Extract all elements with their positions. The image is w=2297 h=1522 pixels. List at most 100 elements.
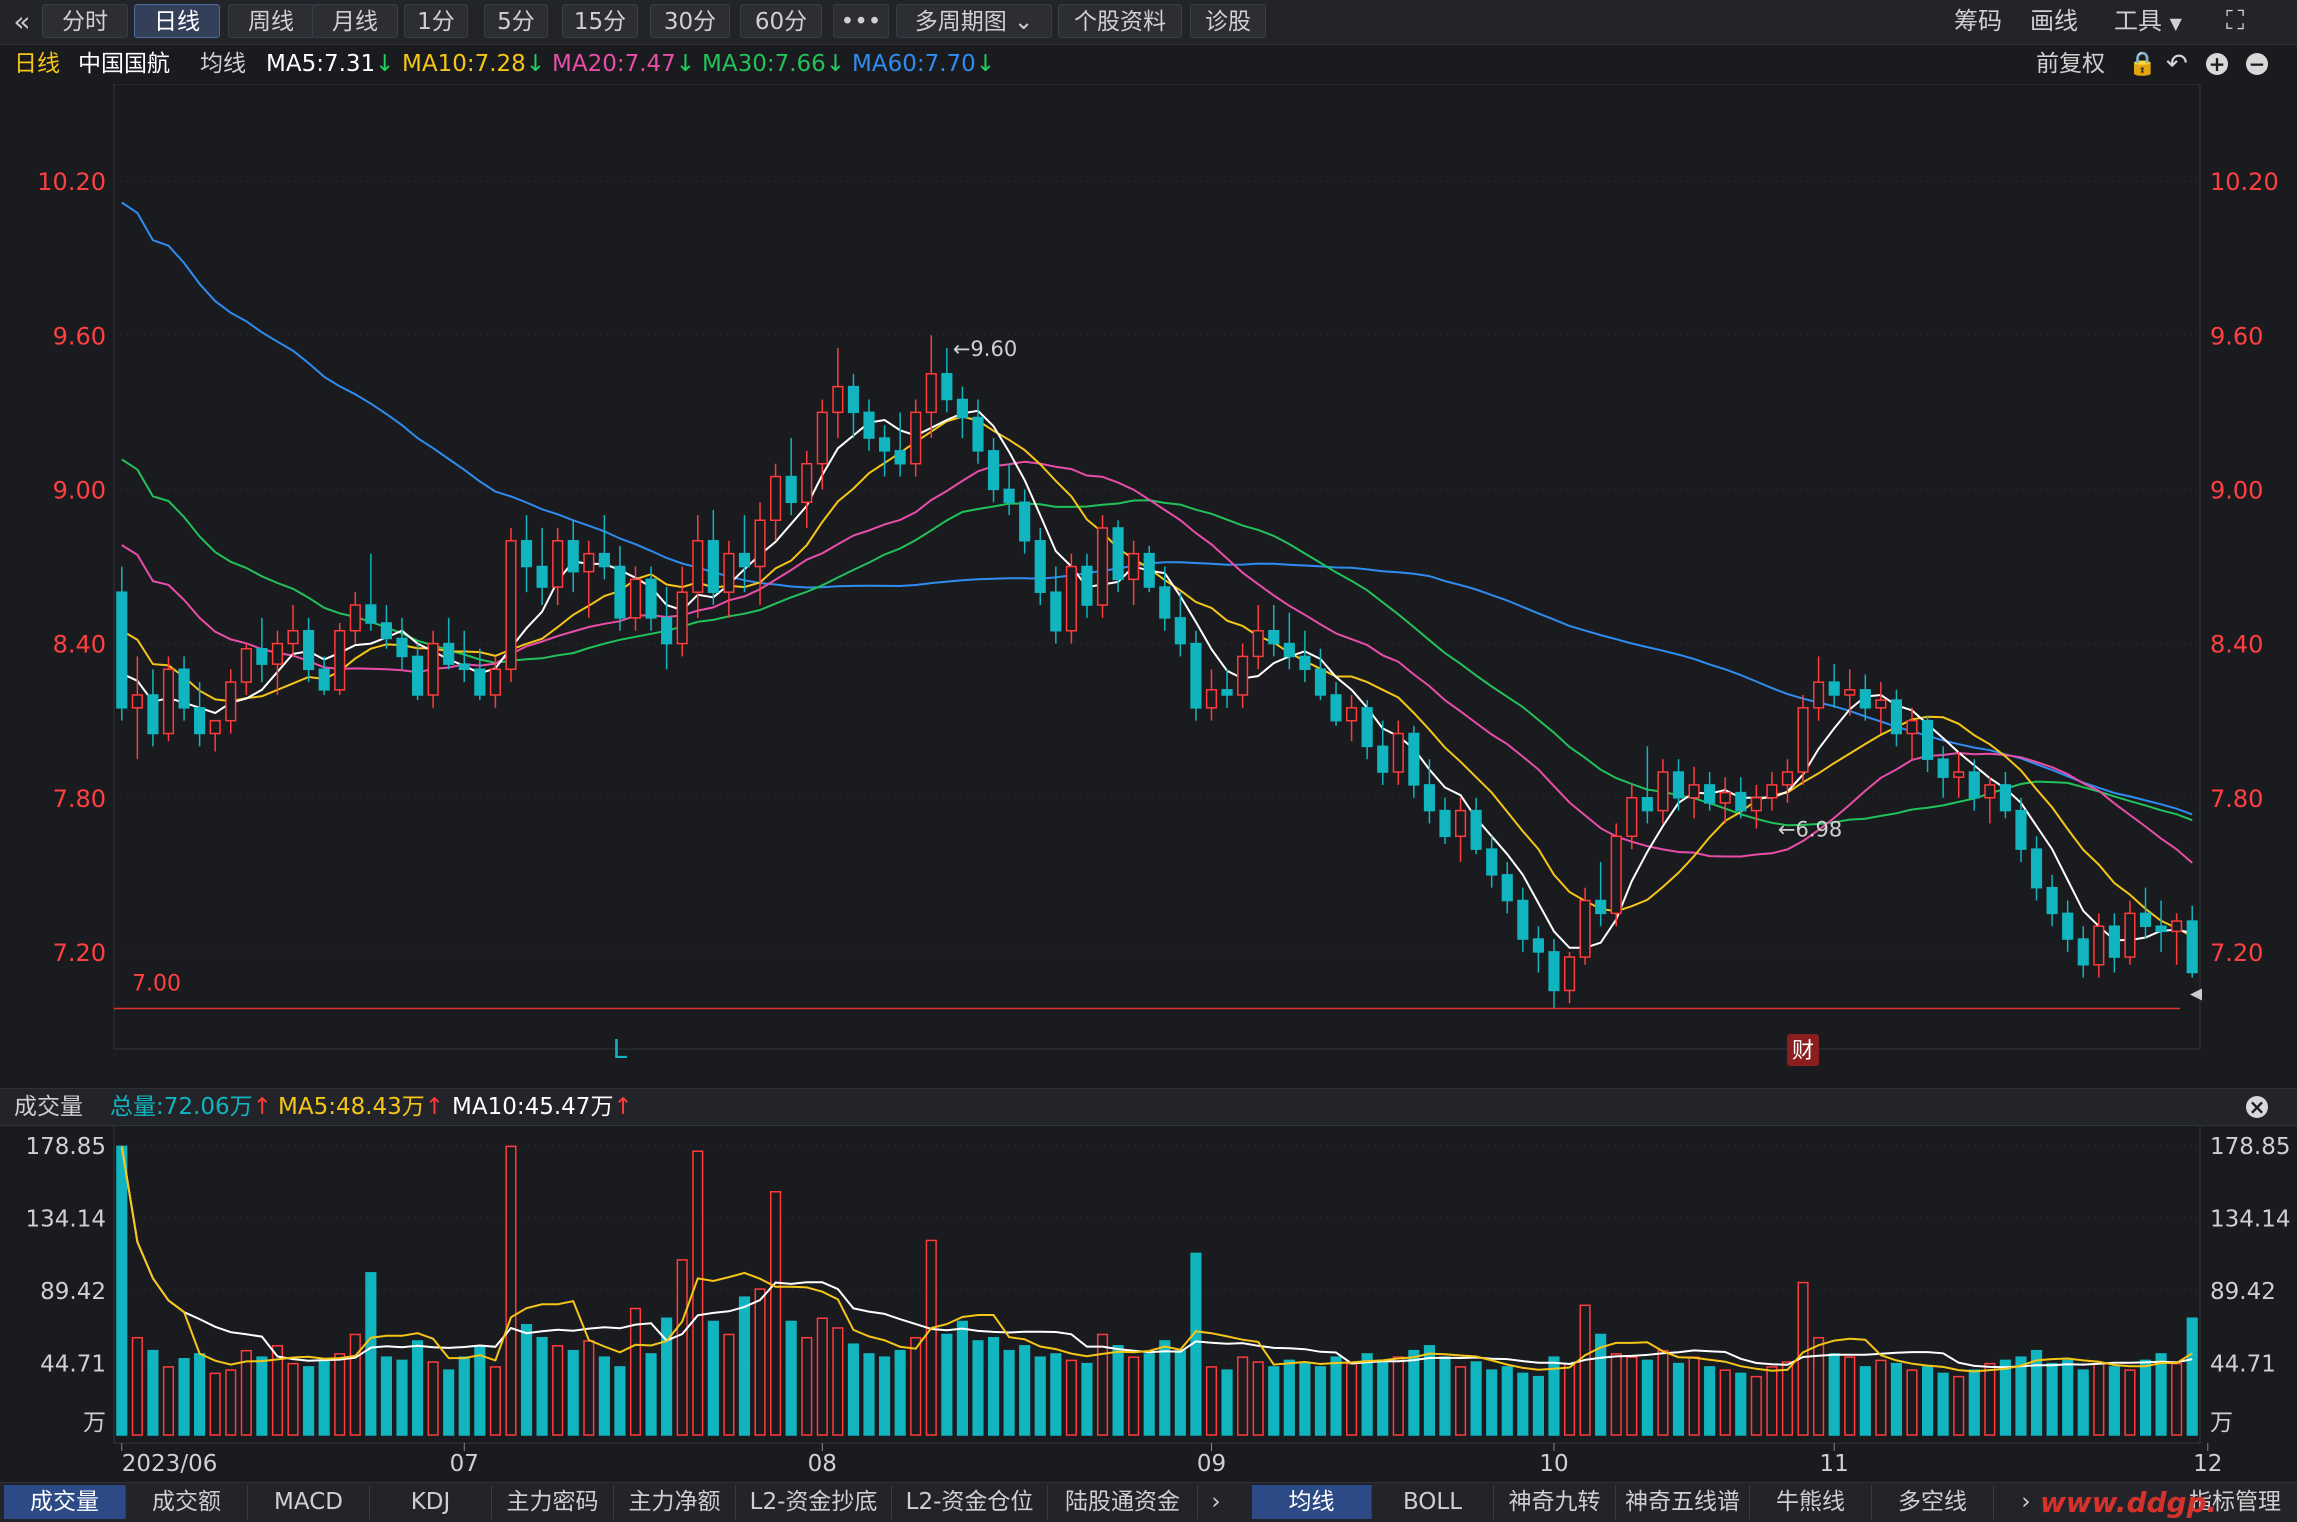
marker-l[interactable]: L — [613, 1035, 628, 1065]
candle[interactable] — [1346, 694, 1358, 742]
candle[interactable] — [987, 438, 1000, 503]
candle[interactable] — [2046, 874, 2058, 927]
candle[interactable] — [147, 669, 159, 747]
overlay-tab-2[interactable]: 神奇九转 — [1494, 1485, 1616, 1519]
candle[interactable] — [1237, 643, 1249, 708]
candle[interactable] — [1672, 759, 1685, 811]
candle[interactable] — [1221, 669, 1233, 708]
tabs-next-icon[interactable]: › — [1211, 1489, 1221, 1515]
candle[interactable] — [1377, 720, 1389, 785]
candle[interactable] — [209, 719, 221, 752]
tabs-more-icon[interactable]: › — [2021, 1489, 2031, 1515]
candle[interactable] — [240, 643, 252, 695]
indicator-tab-1[interactable]: 成交额 — [126, 1485, 248, 1519]
zoom-out-icon[interactable]: − — [2246, 53, 2268, 75]
candle[interactable] — [1750, 784, 1762, 829]
adjust-label[interactable]: 前复权 — [2036, 51, 2105, 77]
candle[interactable] — [1019, 489, 1031, 554]
candle[interactable] — [1548, 939, 1560, 1009]
candle[interactable] — [1781, 759, 1794, 803]
candle[interactable] — [2186, 905, 2198, 978]
candle[interactable] — [2155, 900, 2167, 952]
candle[interactable] — [1252, 605, 1264, 670]
candle[interactable] — [1454, 797, 1467, 862]
candle[interactable] — [1626, 784, 1638, 850]
overlay-tab-0[interactable]: 均线 — [1252, 1485, 1372, 1519]
candle[interactable] — [2124, 900, 2136, 965]
candle[interactable] — [443, 617, 455, 670]
candle[interactable] — [1890, 689, 1903, 747]
candle[interactable] — [692, 515, 704, 618]
candle[interactable] — [925, 335, 937, 439]
indicator-tab-3[interactable]: KDJ — [370, 1485, 492, 1519]
undo-icon[interactable]: ↶ — [2166, 49, 2188, 79]
period-button-7[interactable]: 30分 — [650, 4, 730, 38]
candle[interactable] — [225, 669, 237, 734]
candle[interactable] — [645, 566, 657, 631]
candle[interactable] — [1174, 592, 1186, 657]
candle[interactable] — [1299, 630, 1311, 683]
candle[interactable] — [1579, 887, 1591, 965]
candle[interactable] — [1999, 772, 2011, 819]
candle[interactable] — [178, 656, 190, 721]
candle[interactable] — [1003, 463, 1015, 516]
candle[interactable] — [1112, 520, 1124, 593]
candle[interactable] — [707, 509, 719, 606]
candle[interactable] — [1408, 725, 1420, 798]
candle[interactable] — [1501, 861, 1513, 914]
candle[interactable] — [661, 587, 673, 670]
double-chevron-left-icon[interactable]: « — [13, 5, 31, 38]
candle[interactable] — [1563, 951, 1576, 1004]
chips-button[interactable]: 筹码 — [1954, 7, 2002, 35]
candle[interactable] — [1034, 527, 1046, 606]
candle[interactable] — [738, 515, 751, 593]
lock-icon[interactable]: 🔒 — [2128, 51, 2157, 77]
candle[interactable] — [894, 412, 906, 477]
candle[interactable] — [1984, 777, 1996, 824]
period-button-0[interactable]: 分时 — [42, 4, 128, 38]
candle[interactable] — [2108, 913, 2120, 973]
multi-period-button[interactable]: 多周期图 ⌄ — [896, 4, 1052, 38]
candle[interactable] — [1641, 746, 1653, 824]
candle[interactable] — [303, 617, 315, 683]
overlay-tab-3[interactable]: 神奇五线谱 — [1616, 1485, 1750, 1519]
candle[interactable] — [770, 463, 782, 541]
candle[interactable] — [567, 520, 579, 593]
candle[interactable] — [1797, 694, 1809, 785]
candle[interactable] — [520, 515, 533, 593]
candle[interactable] — [816, 399, 828, 490]
indicator-tab-6[interactable]: L2-资金抄底 — [736, 1485, 892, 1519]
indicator-tab-4[interactable]: 主力密码 — [492, 1485, 614, 1519]
tools-button[interactable]: 工具 ▼ — [2114, 4, 2182, 38]
candle[interactable] — [723, 540, 735, 618]
candle[interactable] — [1937, 746, 1949, 798]
candle[interactable] — [629, 566, 642, 631]
candle[interactable] — [131, 656, 143, 760]
candle[interactable] — [458, 630, 470, 683]
candle[interactable] — [1517, 887, 1529, 952]
indicator-tab-8[interactable]: 陆股通资金 — [1048, 1485, 1198, 1519]
candle[interactable] — [1128, 540, 1140, 606]
indicator-manage-button[interactable]: 指标管理 — [2189, 1489, 2281, 1515]
candle[interactable] — [411, 643, 424, 701]
candle[interactable] — [1470, 797, 1482, 855]
indicator-tab-5[interactable]: 主力净额 — [614, 1485, 736, 1519]
candle[interactable] — [1906, 707, 1918, 760]
candle[interactable] — [474, 648, 486, 701]
candle[interactable] — [847, 373, 860, 439]
candle[interactable] — [1953, 751, 1965, 798]
candle[interactable] — [614, 545, 626, 631]
candle[interactable] — [427, 630, 439, 708]
candle[interactable] — [1828, 664, 1840, 708]
candle[interactable] — [256, 617, 268, 683]
candlestick-chart[interactable]: 10.20 10.20 9.60 9.60 9.00 9.00 8.40 8.40 7.80 7.… — [0, 84, 2297, 1084]
overlay-tab-5[interactable]: 多空线 — [1872, 1485, 1994, 1519]
indicator-tab-7[interactable]: L2-资金仓位 — [892, 1485, 1048, 1519]
candle[interactable] — [956, 386, 968, 439]
candle[interactable] — [552, 527, 564, 606]
marker-cai[interactable]: 财 — [1792, 1039, 1814, 1064]
candle[interactable] — [1859, 674, 1871, 721]
candle[interactable] — [785, 438, 797, 516]
candle[interactable] — [162, 656, 175, 742]
period-button-8[interactable]: 60分 — [740, 4, 822, 38]
